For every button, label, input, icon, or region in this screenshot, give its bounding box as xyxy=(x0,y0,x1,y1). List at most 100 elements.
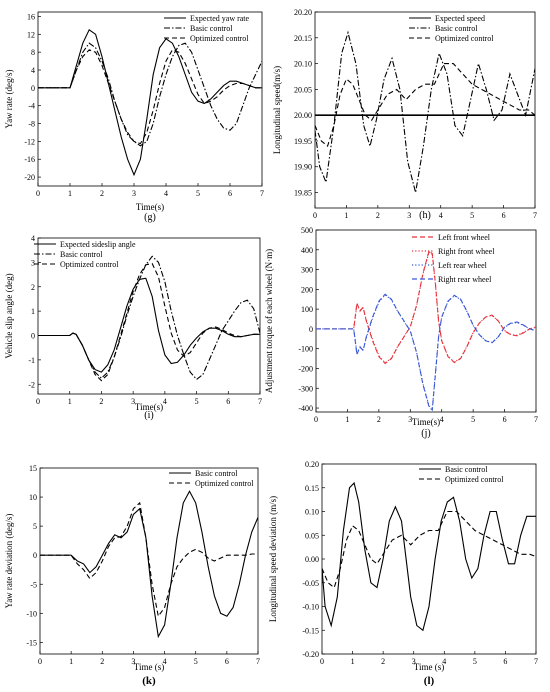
series-line xyxy=(40,490,258,639)
y-tick-label: -1 xyxy=(28,356,35,365)
y-tick-label: -0.20 xyxy=(302,650,319,659)
panel-subtitle: (h) xyxy=(419,210,431,221)
series-line xyxy=(38,28,262,177)
x-tick-label: 5 xyxy=(196,189,200,198)
y-tick-label: 20.05 xyxy=(294,85,312,94)
x-tick-label: 6 xyxy=(225,657,229,666)
y-tick-label: 4 xyxy=(31,234,35,243)
x-tick-label: 4 xyxy=(164,189,168,198)
plot-frame xyxy=(321,463,537,655)
y-tick-label: 0.15 xyxy=(305,484,319,493)
series-line xyxy=(322,510,536,589)
plot-frame xyxy=(37,11,263,187)
series-line xyxy=(316,294,536,409)
y-tick-label: -10 xyxy=(26,609,37,618)
x-tick-label: 6 xyxy=(503,415,507,424)
y-tick-label: -15 xyxy=(26,638,37,647)
x-tick-label: 3 xyxy=(408,415,412,424)
y-tick-label: -5 xyxy=(30,580,37,589)
y-tick-label: 0.00 xyxy=(305,555,319,564)
y-tick-label: 0.05 xyxy=(305,531,319,540)
series-line xyxy=(315,63,535,148)
y-tick-label: 20.20 xyxy=(294,8,312,17)
y-tick-label: -16 xyxy=(24,155,35,164)
x-tick-label: 1 xyxy=(68,189,72,198)
y-tick-label: 0.10 xyxy=(305,508,319,517)
legend-entry: Optimized control xyxy=(435,34,494,43)
legend-entry: Basic control xyxy=(435,24,478,33)
x-tick-label: 6 xyxy=(228,189,232,198)
y-tick-label: 12 xyxy=(27,30,35,39)
panel-subtitle: (g) xyxy=(144,212,156,223)
x-tick-label: 7 xyxy=(258,397,262,406)
y-tick-label: 8 xyxy=(31,48,35,57)
chart-panel: 0 1 2 3 4 5 6 7 -400 -300 -200 -100 0 100 200 300 400 500… xyxy=(264,226,538,439)
y-tick-label: 1 xyxy=(31,307,35,316)
x-tick-label: 4 xyxy=(439,211,443,220)
x-tick-label: 2 xyxy=(100,657,104,666)
y-tick-label: 3 xyxy=(31,258,35,267)
plot-frame xyxy=(315,229,537,413)
x-tick-label: 0 xyxy=(313,211,317,220)
x-tick-label: 1 xyxy=(351,657,355,666)
y-tick-label: 20.10 xyxy=(294,60,312,69)
x-tick-label: 2 xyxy=(100,189,104,198)
legend-entry: Basic control xyxy=(60,250,103,259)
legend-entry: Expected yaw rate xyxy=(190,14,250,23)
panel-subtitle: (i) xyxy=(144,410,153,421)
x-tick-label: 7 xyxy=(260,189,264,198)
series-line xyxy=(316,249,536,365)
x-tick-label: 5 xyxy=(473,657,477,666)
x-tick-label: 2 xyxy=(381,657,385,666)
legend-entry: Right rear wheel xyxy=(438,275,492,284)
legend-entry: Optimized control xyxy=(190,34,249,43)
legend-entry: Expected speed xyxy=(435,14,485,23)
y-tick-label: -4 xyxy=(28,102,35,111)
y-axis-label: Longitudinal speed(m/s) xyxy=(272,66,282,154)
y-tick-label: -8 xyxy=(28,120,35,129)
y-tick-label: 200 xyxy=(301,285,313,294)
series-line xyxy=(322,481,536,632)
x-tick-label: 0 xyxy=(36,189,40,198)
y-tick-label: 19.95 xyxy=(294,137,312,146)
x-tick-label: 0 xyxy=(320,657,324,666)
x-tick-label: 0 xyxy=(36,397,40,406)
y-tick-label: 0.20 xyxy=(305,460,319,469)
legend-entry: Basic control xyxy=(190,24,233,33)
y-tick-label: -400 xyxy=(298,404,313,413)
x-axis-label: Time(s) xyxy=(135,402,163,412)
x-tick-label: 1 xyxy=(345,415,349,424)
panel-subtitle: (j) xyxy=(421,428,430,439)
y-tick-label: -0.05 xyxy=(302,579,319,588)
y-tick-label: 0 xyxy=(33,551,37,560)
x-tick-label: 1 xyxy=(69,657,73,666)
y-tick-label: -0.15 xyxy=(302,626,319,635)
plot-frame xyxy=(37,237,261,395)
x-axis-label: Time (s) xyxy=(134,662,164,672)
y-tick-label: 16 xyxy=(27,12,35,21)
x-tick-label: 3 xyxy=(131,657,135,666)
y-tick-label: -0.10 xyxy=(302,603,319,612)
y-tick-label: 4 xyxy=(31,66,35,75)
x-tick-label: 7 xyxy=(534,657,538,666)
y-tick-label: 20.15 xyxy=(294,34,312,43)
y-tick-label: 20.00 xyxy=(294,111,312,120)
series-line xyxy=(316,293,536,412)
y-axis-label: Yaw rate deviation (deg/s) xyxy=(4,514,14,609)
legend-entry: Basic control xyxy=(195,469,238,478)
legend-entry: Optimized control xyxy=(445,475,504,484)
x-tick-label: 0 xyxy=(314,415,318,424)
x-tick-label: 5 xyxy=(470,211,474,220)
y-tick-label: -100 xyxy=(298,345,313,354)
x-tick-label: 1 xyxy=(68,397,72,406)
y-tick-label: 19.90 xyxy=(294,163,312,172)
panel-subtitle: (l) xyxy=(424,675,435,687)
x-tick-label: 7 xyxy=(256,657,260,666)
y-tick-label: 300 xyxy=(301,266,313,275)
x-tick-label: 2 xyxy=(99,397,103,406)
series-line xyxy=(316,250,536,364)
x-axis-label: Time (s) xyxy=(414,662,444,672)
legend-entry: Expected sideslip angle xyxy=(60,240,136,249)
